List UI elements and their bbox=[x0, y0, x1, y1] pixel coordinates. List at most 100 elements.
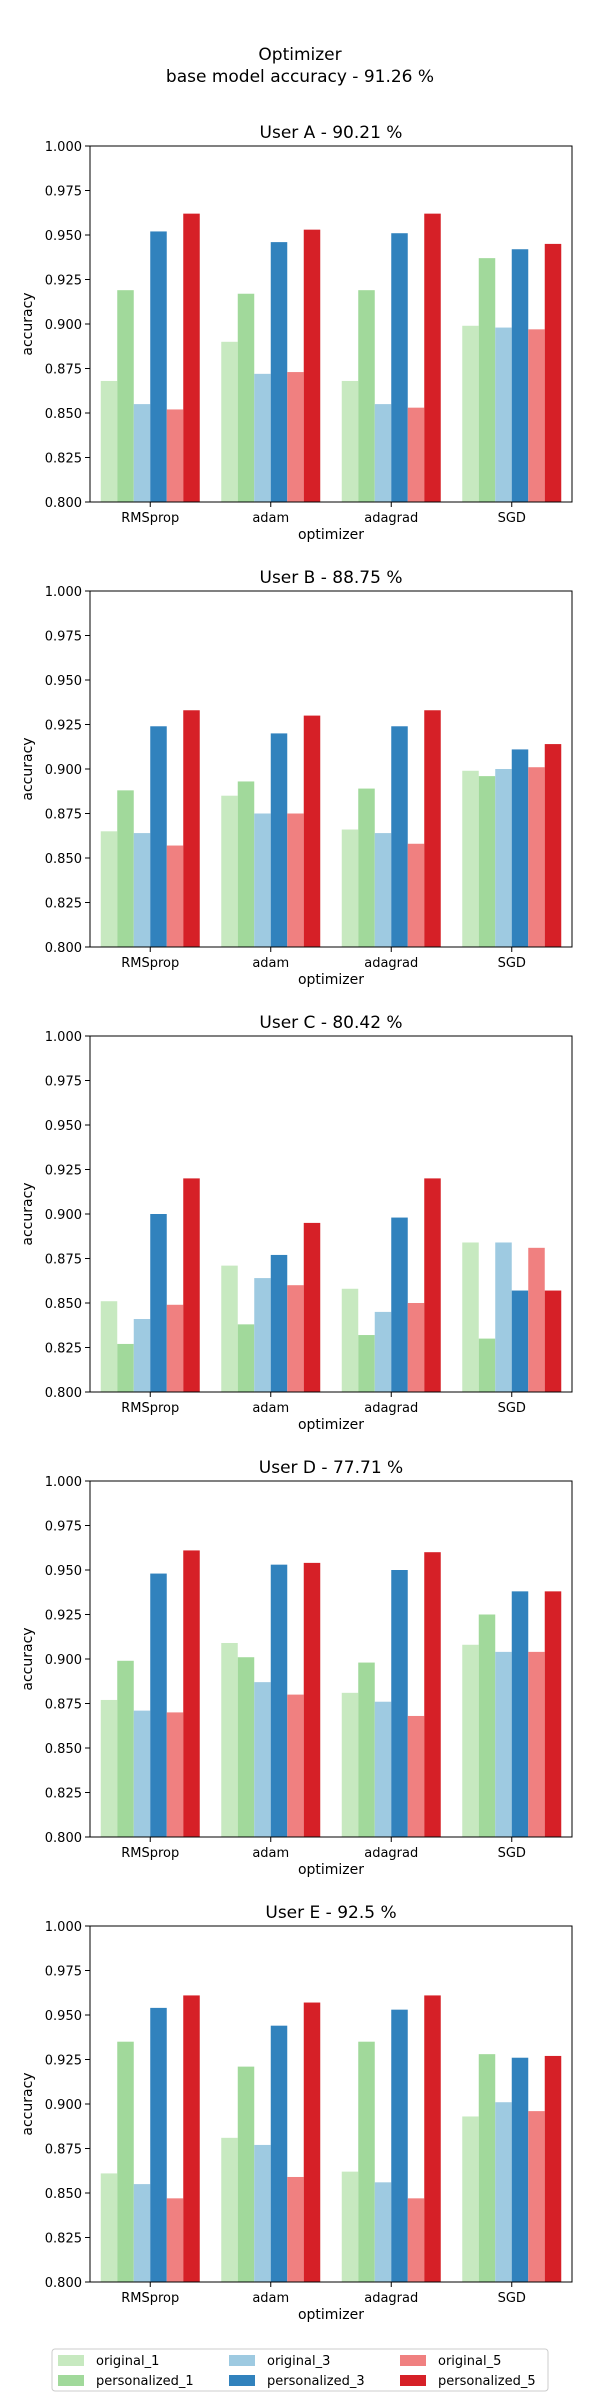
y-tick-label: 0.975 bbox=[45, 1520, 82, 1535]
bar-original_5 bbox=[166, 845, 184, 947]
bar-personalized_3 bbox=[511, 1591, 529, 1837]
bar-original_1 bbox=[100, 380, 118, 502]
y-tick-label: 1.000 bbox=[45, 585, 82, 600]
bar-personalized_5 bbox=[544, 2055, 562, 2282]
bar-original_3 bbox=[254, 2144, 271, 2282]
y-tick-label: 0.950 bbox=[45, 1119, 82, 1134]
bar-original_1 bbox=[462, 1242, 479, 1392]
bar-original_5 bbox=[407, 2198, 425, 2282]
bar-personalized_3 bbox=[270, 242, 288, 502]
bar-personalized_3 bbox=[391, 1570, 408, 1837]
y-tick-label: 0.825 bbox=[45, 1342, 82, 1357]
bar-original_5 bbox=[287, 372, 304, 502]
legend-swatch-personalized_3 bbox=[229, 2375, 255, 2386]
bar-personalized_5 bbox=[303, 715, 321, 947]
x-tick-label: adam bbox=[252, 1401, 289, 1416]
bar-personalized_3 bbox=[391, 2009, 408, 2282]
bar-personalized_3 bbox=[270, 2025, 288, 2282]
y-tick-label: 0.850 bbox=[45, 407, 82, 422]
figure-suptitle-line1: Optimizer bbox=[258, 45, 341, 65]
y-tick-label: 0.900 bbox=[45, 2098, 82, 2113]
bar-original_3 bbox=[374, 833, 392, 947]
bar-personalized_1 bbox=[117, 2041, 134, 2282]
bar-personalized_5 bbox=[303, 2002, 321, 2282]
y-tick-label: 0.825 bbox=[45, 2232, 82, 2247]
bar-personalized_1 bbox=[478, 258, 496, 502]
bar-personalized_3 bbox=[270, 733, 288, 947]
x-tick-label: RMSprop bbox=[121, 1401, 179, 1416]
bar-original_5 bbox=[287, 1694, 304, 1837]
bar-original_5 bbox=[407, 843, 425, 947]
bar-original_3 bbox=[254, 373, 271, 502]
x-tick-label: adam bbox=[252, 1846, 289, 1861]
x-tick-label: adagrad bbox=[364, 956, 418, 971]
bar-personalized_5 bbox=[303, 1562, 321, 1837]
bar-original_3 bbox=[133, 2184, 151, 2282]
bar-personalized_3 bbox=[511, 749, 529, 947]
bar-personalized_5 bbox=[183, 1550, 200, 1837]
bar-personalized_3 bbox=[511, 2057, 529, 2282]
bar-personalized_5 bbox=[544, 243, 562, 502]
y-tick-label: 0.800 bbox=[45, 2276, 82, 2291]
y-tick-label: 0.850 bbox=[45, 1742, 82, 1757]
bar-personalized_1 bbox=[117, 290, 134, 502]
y-tick-label: 0.925 bbox=[45, 274, 82, 289]
bar-personalized_1 bbox=[237, 1324, 255, 1392]
bar-original_1 bbox=[100, 1699, 118, 1837]
bar-personalized_5 bbox=[183, 1178, 200, 1392]
y-tick-label: 0.900 bbox=[45, 318, 82, 333]
legend-swatch-personalized_5 bbox=[400, 2375, 426, 2386]
x-tick-label: SGD bbox=[498, 1846, 526, 1861]
bar-personalized_3 bbox=[150, 726, 167, 947]
bar-original_5 bbox=[407, 1715, 425, 1837]
chart-panel: User D - 77.71 % 0.800 0.825 0.850 0.875 0.90… bbox=[20, 1458, 573, 1878]
x-tick-label: SGD bbox=[498, 1401, 526, 1416]
bar-original_1 bbox=[462, 770, 479, 947]
legend-swatch-original_3 bbox=[229, 2355, 255, 2366]
y-tick-label: 0.975 bbox=[45, 1075, 82, 1090]
x-tick-label: SGD bbox=[498, 956, 526, 971]
y-tick-label: 1.000 bbox=[45, 1475, 82, 1490]
bar-personalized_1 bbox=[358, 1662, 375, 1837]
y-tick-label: 0.875 bbox=[45, 808, 82, 823]
y-tick-label: 1.000 bbox=[45, 140, 82, 155]
chart-title: User C - 80.42 % bbox=[259, 1013, 402, 1033]
bar-personalized_1 bbox=[478, 1338, 496, 1392]
bar-original_3 bbox=[133, 1319, 151, 1392]
y-tick-label: 0.800 bbox=[45, 1386, 82, 1401]
x-axis-label: optimizer bbox=[298, 527, 364, 543]
x-tick-label: adagrad bbox=[364, 2291, 418, 2306]
chart-title: User E - 92.5 % bbox=[265, 1903, 396, 1923]
bar-original_1 bbox=[100, 1301, 118, 1392]
y-tick-label: 0.875 bbox=[45, 363, 82, 378]
legend-label-original_5: original_5 bbox=[438, 2354, 501, 2369]
bar-personalized_5 bbox=[544, 1591, 562, 1837]
charts-container: User A - 90.21 % 0.800 0.825 0.850 0.875 0.90… bbox=[20, 123, 573, 2323]
bar-personalized_5 bbox=[183, 710, 200, 947]
bar-original_3 bbox=[495, 1651, 512, 1837]
bar-original_5 bbox=[287, 2176, 304, 2282]
bar-personalized_5 bbox=[424, 710, 441, 947]
bar-original_1 bbox=[221, 341, 238, 502]
bar-personalized_1 bbox=[117, 790, 134, 947]
bar-original_1 bbox=[221, 1265, 238, 1392]
bar-original_5 bbox=[528, 329, 545, 502]
bar-original_3 bbox=[374, 404, 392, 502]
bar-original_3 bbox=[254, 1682, 271, 1837]
y-tick-label: 0.925 bbox=[45, 1164, 82, 1179]
x-tick-label: adam bbox=[252, 511, 289, 526]
y-tick-label: 0.900 bbox=[45, 1653, 82, 1668]
chart-panel: User C - 80.42 % 0.800 0.825 0.850 0.875 0.90… bbox=[20, 1013, 573, 1433]
bar-personalized_1 bbox=[478, 1614, 496, 1837]
y-tick-label: 0.950 bbox=[45, 2009, 82, 2024]
bar-original_1 bbox=[341, 829, 359, 947]
chart-panel: User E - 92.5 % 0.800 0.825 0.850 0.875 0.900… bbox=[20, 1903, 573, 2323]
y-tick-label: 1.000 bbox=[45, 1030, 82, 1045]
y-tick-label: 0.950 bbox=[45, 1564, 82, 1579]
y-tick-label: 0.800 bbox=[45, 496, 82, 511]
bar-personalized_5 bbox=[303, 1222, 321, 1392]
bar-original_5 bbox=[287, 1285, 304, 1392]
bar-original_3 bbox=[374, 1311, 392, 1392]
bar-personalized_3 bbox=[270, 1564, 288, 1837]
y-tick-label: 0.850 bbox=[45, 2187, 82, 2202]
